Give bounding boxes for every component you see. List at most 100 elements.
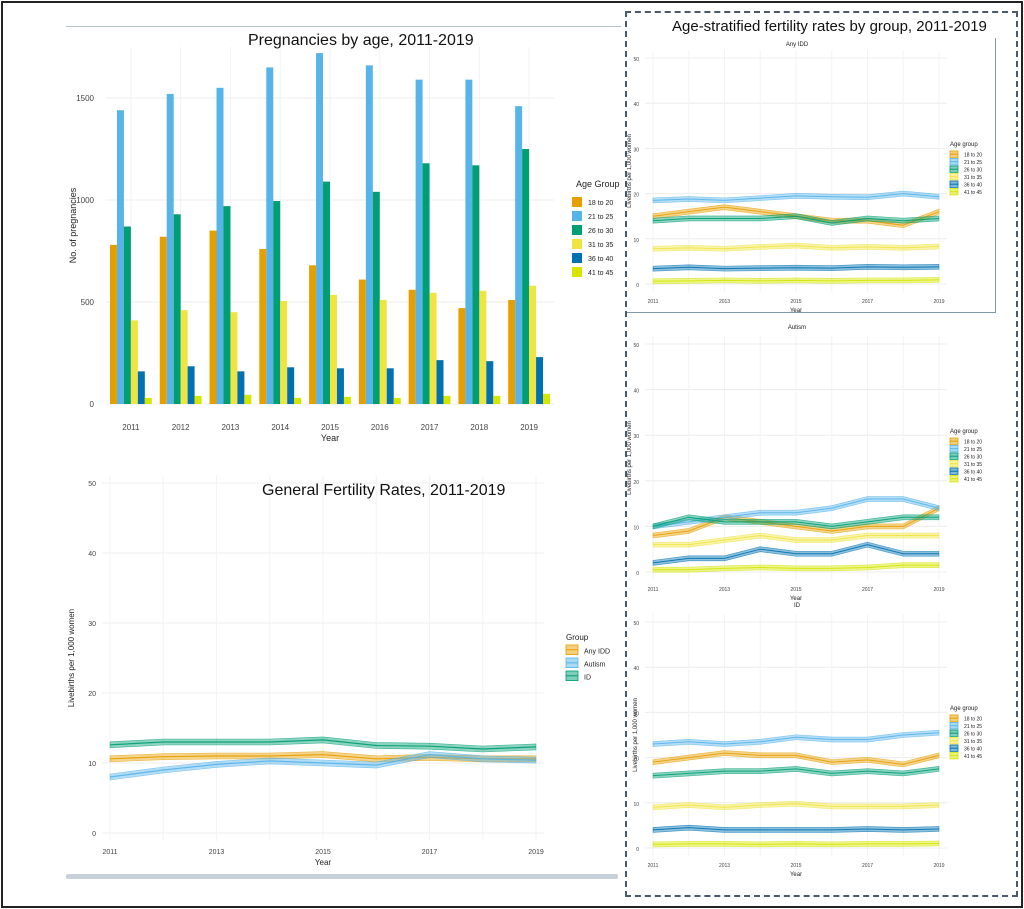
x-tick-label: 2013 [209, 849, 225, 856]
legend-label: 41 to 45 [964, 477, 982, 483]
confidence-band [652, 729, 940, 747]
y-tick-label: 1000 [76, 196, 94, 205]
y-tick-label: 0 [636, 571, 639, 577]
bar [316, 53, 324, 405]
any-idd-chart: 0 10 20 30 40 50 2011 2013 2015 2017 2019 Year Liveb… [627, 42, 982, 314]
legend-label: 21 to 25 [964, 724, 982, 730]
id-chart: 0 10 20 30 40 50 2011 2013 2015 2017 2019 Year Liveb… [633, 603, 982, 878]
group-title: Age-stratified fertility rates by group,… [672, 18, 987, 35]
y-tick-label: 0 [636, 283, 639, 289]
legend-label: 41 to 45 [588, 270, 613, 277]
y-axis-title: Livebirths per 1,000 women [67, 609, 76, 707]
bar [244, 394, 252, 404]
legend-label: 21 to 25 [588, 214, 613, 221]
legend-swatch [572, 267, 582, 277]
legend-label: 36 to 40 [964, 470, 982, 476]
bar [479, 290, 487, 404]
legend-label: ID [584, 674, 591, 681]
bar [522, 149, 530, 404]
legend-label: 18 to 20 [964, 440, 982, 446]
any-idd-panel: 0 10 20 30 40 50 2011 2013 2015 2017 2019 Year Liveb… [627, 38, 996, 314]
bar [493, 395, 501, 404]
x-tick-label: 2017 [422, 849, 438, 856]
series-line [652, 516, 939, 527]
x-tick-label: 2013 [719, 587, 730, 593]
legend-label: 36 to 40 [964, 747, 982, 753]
x-tick-label: 2013 [222, 423, 240, 432]
y-tick-label: 30 [633, 147, 639, 153]
bar [536, 357, 544, 404]
series-line [652, 768, 940, 777]
bar [422, 163, 430, 404]
series-line [652, 732, 940, 745]
y-tick-label: 0 [92, 831, 96, 838]
legend-title: Age group [950, 706, 978, 712]
x-tick-label: 2017 [862, 587, 873, 593]
bar [287, 367, 295, 404]
y-tick-label: 20 [633, 193, 639, 199]
bar [415, 79, 423, 404]
legend-label: 26 to 30 [964, 732, 982, 738]
bar [209, 230, 217, 404]
legend-title: Age Group [576, 179, 620, 189]
bar [508, 299, 516, 404]
legend-label: 21 to 25 [964, 160, 982, 166]
legend-title: Age group [950, 142, 978, 148]
legend-label: 31 to 35 [964, 739, 982, 745]
legend-label: 36 to 40 [588, 256, 613, 263]
x-tick-label: 2015 [790, 863, 801, 869]
bar [130, 320, 138, 404]
general-fertility-chart: 0 10 20 30 40 50 2011 2013 2015 2017 2019 Year Liveb… [67, 475, 610, 867]
y-axis-title: Livebirths per 1,000 women [627, 421, 633, 495]
x-tick-label: 2019 [933, 299, 944, 305]
panel-title: Autism [788, 325, 806, 331]
bar [529, 285, 537, 404]
y-tick-label: 30 [633, 711, 639, 717]
confidence-band [652, 766, 940, 779]
x-tick-label: 2019 [528, 849, 544, 856]
legend-title: Age group [950, 429, 978, 435]
horizontal-scrollbar[interactable] [66, 874, 618, 879]
y-tick-label: 10 [88, 761, 96, 768]
x-tick-label: 2011 [648, 587, 659, 593]
legend-swatch [572, 197, 582, 207]
y-tick-label: 40 [633, 666, 639, 672]
x-tick-label: 2017 [421, 423, 439, 432]
x-tick-label: 2011 [648, 863, 659, 869]
gfr-chart-title: General Fertility Rates, 2011-2019 [262, 482, 506, 499]
y-tick-label: 1500 [76, 94, 94, 103]
y-tick-label: 30 [88, 621, 96, 628]
bar [109, 244, 117, 404]
bar [144, 397, 152, 404]
gfr-chart-panel: 0 10 20 30 40 50 2011 2013 2015 2017 2019 Year Liveb… [66, 462, 621, 874]
legend-label: 18 to 20 [964, 717, 982, 723]
bar [365, 65, 373, 405]
x-tick-label: 2018 [470, 423, 488, 432]
x-tick-label: 2017 [862, 863, 873, 869]
confidence-band [652, 213, 940, 226]
bar [443, 395, 451, 404]
bar [543, 393, 551, 404]
bar [458, 308, 466, 404]
y-tick-label: 500 [81, 298, 95, 307]
x-axis-title: Year [315, 858, 332, 867]
legend-swatch [572, 225, 582, 235]
x-tick-label: 2011 [102, 849, 117, 856]
bar [472, 165, 480, 404]
series-line [652, 279, 940, 282]
y-tick-label: 40 [633, 389, 639, 395]
series-line [652, 266, 940, 270]
y-tick-label: 40 [633, 102, 639, 108]
series-line [652, 245, 940, 250]
x-tick-label: 2013 [719, 863, 730, 869]
series-line [653, 535, 939, 546]
bar [336, 368, 344, 404]
bar [123, 226, 131, 404]
series-line [652, 193, 940, 201]
legend-swatch [572, 253, 582, 263]
x-tick-label: 2011 [122, 423, 140, 432]
bar [429, 292, 437, 404]
autism-panel: 0 10 20 30 40 50 2011 2013 2015 2017 2019 Year Liveb… [627, 320, 995, 602]
x-tick-label: 2014 [271, 423, 289, 432]
